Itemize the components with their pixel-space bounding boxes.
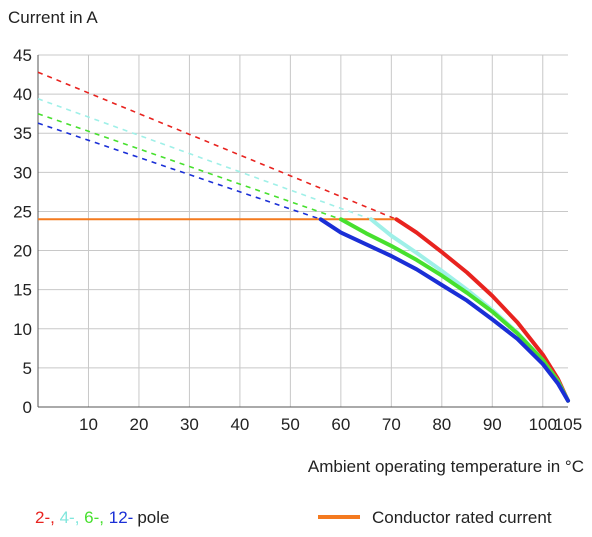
x-axis-title: Ambient operating temperature in °C bbox=[308, 457, 584, 476]
chart-svg: 0 5 10 15 20 25 30 35 40 45 10 20 30 40 50 60 70 80 90 1001… bbox=[8, 8, 584, 476]
plot-area bbox=[38, 55, 568, 407]
x-tick-label: 60 bbox=[331, 415, 350, 434]
series-6-dashed-line bbox=[37, 112, 342, 221]
y-tick-label: 35 bbox=[13, 124, 32, 143]
legend-series-2-label: 2- bbox=[35, 508, 51, 527]
legend-reference-swatch bbox=[318, 514, 360, 519]
y-tick-label: 45 bbox=[13, 46, 32, 65]
x-tick-label: 100 bbox=[529, 415, 557, 434]
y-tick-label: 5 bbox=[23, 359, 32, 378]
legend-reference-label: Conductor rated current bbox=[372, 508, 552, 527]
x-tick-label: 50 bbox=[281, 415, 300, 434]
legend-comma: , bbox=[50, 508, 60, 527]
x-tick-label: 40 bbox=[230, 415, 249, 434]
x-tick-label: 20 bbox=[129, 415, 148, 434]
series-6-solid-line bbox=[338, 217, 570, 403]
legend-comma: , bbox=[74, 508, 85, 527]
y-tick-label: 0 bbox=[23, 398, 32, 417]
y-tick-label: 40 bbox=[13, 85, 32, 104]
x-tick-label: 10 bbox=[79, 415, 98, 434]
y-tick-label: 20 bbox=[13, 242, 32, 261]
legend-poles: 2-, 4-, 6-, 12- pole bbox=[35, 508, 169, 528]
x-tick-label: 90 bbox=[483, 415, 502, 434]
x-tick-label: 80 bbox=[432, 415, 451, 434]
y-tick-label: 15 bbox=[13, 281, 32, 300]
y-axis-title: Current in A bbox=[8, 8, 98, 27]
legend-series-12-label: 12- bbox=[108, 508, 134, 527]
y-tick-label: 30 bbox=[13, 163, 32, 182]
legend-comma: , bbox=[99, 508, 109, 527]
x-tick-label: 70 bbox=[382, 415, 401, 434]
series-12-solid-line bbox=[318, 217, 570, 403]
legend-series-4-label: 4- bbox=[59, 508, 75, 527]
y-tick-label: 10 bbox=[13, 320, 32, 339]
legend-series-6-label: 6- bbox=[84, 508, 100, 527]
x-tick-label: 30 bbox=[180, 415, 199, 434]
y-tick-label: 25 bbox=[13, 202, 32, 221]
series-2-dashed-line bbox=[37, 71, 397, 221]
legend-pole-label: pole bbox=[137, 508, 170, 527]
legend-reference: Conductor rated current bbox=[318, 508, 552, 528]
x-tick-label: 105 bbox=[554, 415, 582, 434]
